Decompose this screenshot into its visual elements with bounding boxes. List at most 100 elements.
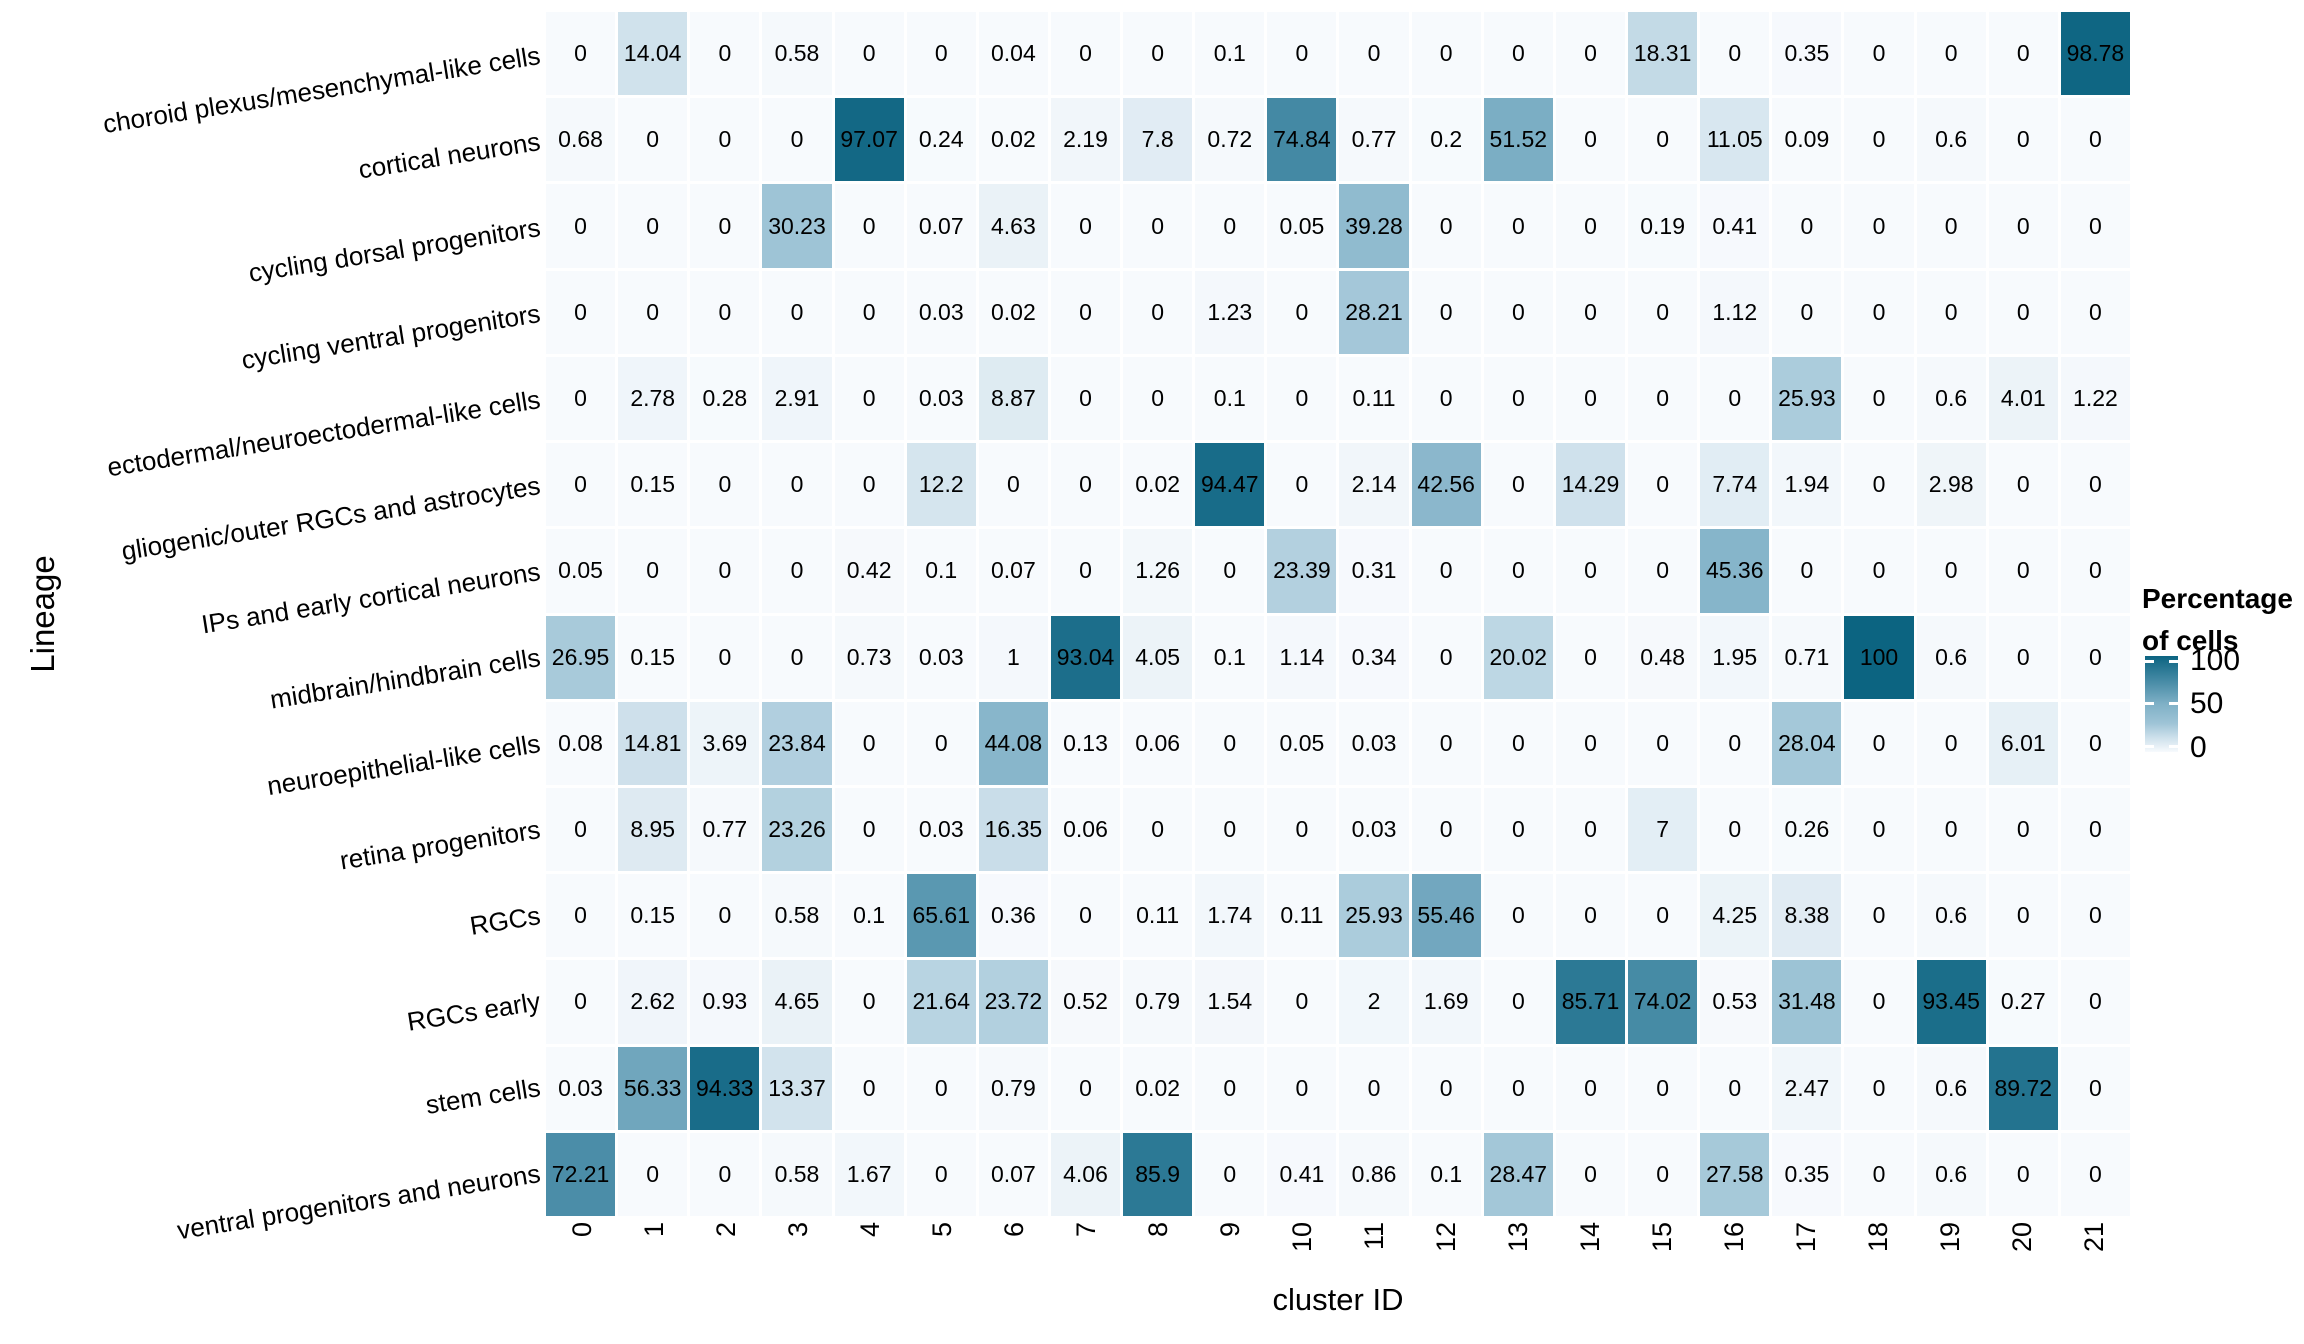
heatmap-cell: 0 [1411,701,1481,785]
legend-tick-mark [2169,745,2178,748]
legend-title: Percentage of cells [2142,578,2293,662]
heatmap-cell: 0 [618,184,688,268]
heatmap-cell: 55.46 [1411,874,1481,958]
heatmap-cell: 0.35 [1772,1132,1842,1216]
heatmap-cell: 0.02 [1123,1046,1193,1130]
heatmap-cell: 0 [1844,960,1914,1044]
legend-colorbar [2145,656,2178,752]
heatmap-cell: 0 [1555,1046,1626,1130]
heatmap-cell: 0 [1411,184,1481,268]
heatmap-cell: 0 [1267,787,1337,872]
y-axis-label: ventral progenitors and neurons [175,1158,543,1246]
heatmap-cell: 0 [2060,98,2130,182]
heatmap-cell: 0.93 [690,960,760,1044]
heatmap-cell: 0 [1844,443,1914,527]
heatmap-cell: 0 [1628,98,1698,182]
heatmap-cell: 0.6 [1916,1132,1986,1216]
heatmap-cell: 1.67 [834,1132,904,1216]
x-axis-label: 1 [639,1222,669,1238]
heatmap-cell: 89.72 [1988,1046,2058,1130]
heatmap-cell: 0 [690,529,760,613]
heatmap-cell: 0.06 [1123,701,1193,785]
legend-label-50: 50 [2190,687,2224,720]
heatmap-cell: 0 [906,701,976,785]
heatmap-cell: 93.45 [1916,960,1986,1044]
legend-tick-mark [2169,702,2178,705]
x-axis-label: 16 [1719,1222,1749,1253]
heatmap-cell: 85.71 [1555,960,1626,1044]
heatmap-cell: 0 [1555,615,1626,699]
heatmap-cell: 0.03 [1339,701,1409,785]
heatmap-cell: 7.8 [1123,98,1193,182]
heatmap-cell: 0.58 [762,874,832,958]
heatmap-cell: 0 [2060,615,2130,699]
heatmap-cell: 0 [2060,184,2130,268]
heatmap-cell: 0.15 [618,874,688,958]
heatmap-cell: 0.06 [1050,787,1121,872]
heatmap-cell: 0 [1844,356,1914,441]
heatmap-cell: 0.15 [618,615,688,699]
heatmap-cell: 0 [690,443,760,527]
heatmap-cell: 1.69 [1411,960,1481,1044]
heatmap-cell: 0 [1123,184,1193,268]
heatmap-cell: 14.81 [618,701,688,785]
heatmap-cell: 0 [1555,356,1626,441]
heatmap-cell: 0 [1628,1046,1698,1130]
heatmap-cell: 0.79 [1123,960,1193,1044]
heatmap-cell: 0.04 [978,12,1048,96]
heatmap-cell: 0 [1844,270,1914,354]
heatmap-cell: 0 [2060,1132,2130,1216]
heatmap-cell: 0.73 [834,615,904,699]
heatmap-cell: 0 [1555,98,1626,182]
heatmap-cell: 0 [1988,1132,2058,1216]
heatmap-cell: 0 [546,874,616,958]
heatmap-cell: 42.56 [1411,443,1481,527]
legend-title-line2: of cells [2142,625,2239,656]
heatmap-cell: 0.86 [1339,1132,1409,1216]
heatmap-cell: 0 [1844,98,1914,182]
heatmap-cell: 0 [2060,443,2130,527]
heatmap-cell: 2 [1339,960,1409,1044]
heatmap-cell: 0 [1411,12,1481,96]
heatmap-cell: 18.31 [1628,12,1698,96]
heatmap-cell: 0.53 [1700,960,1770,1044]
heatmap-cell: 3.69 [690,701,760,785]
legend-tick-mark [2145,702,2154,705]
heatmap-cell: 0 [1050,12,1121,96]
x-axis-label: 20 [2007,1222,2037,1253]
x-axis-label: 17 [1791,1222,1821,1253]
heatmap-cell: 0 [690,615,760,699]
heatmap-cell: 0.48 [1628,615,1698,699]
y-axis-label: cycling ventral progenitors [239,298,543,376]
heatmap-cell: 0 [762,529,832,613]
heatmap-cell: 23.72 [978,960,1048,1044]
heatmap-cell: 0 [1988,98,2058,182]
x-axis-label: 11 [1359,1222,1389,1251]
heatmap-cell: 2.47 [1772,1046,1842,1130]
heatmap-cell: 0 [1916,701,1986,785]
heatmap-cell: 0 [1195,701,1265,785]
heatmap-cell: 0 [1988,874,2058,958]
x-axis-title: cluster ID [1272,1282,1404,1317]
heatmap-cell: 0 [2060,1046,2130,1130]
heatmap-cell: 0 [1844,874,1914,958]
legend-title-line1: Percentage [2142,583,2293,614]
heatmap-cell: 0 [1700,356,1770,441]
heatmap-cell: 0 [1772,270,1842,354]
x-axis-label: 18 [1863,1222,1893,1253]
heatmap-cell: 0 [1700,701,1770,785]
heatmap-cell: 72.21 [546,1132,616,1216]
x-axis-label: 7 [1071,1222,1101,1238]
heatmap-cell: 0 [1267,270,1337,354]
heatmap-cell: 0.11 [1267,874,1337,958]
heatmap-grid: 0 14.04 0 0.58 0 0 0.04 0 0 0.1 0 0 0 0 0 18.31 0 0.35 0 0 0… [546,12,2130,1216]
heatmap-cell: 0 [2060,874,2130,958]
heatmap-cell: 0 [834,12,904,96]
heatmap-cell: 0 [1555,184,1626,268]
heatmap-cell: 0 [1050,270,1121,354]
x-axis-label: 15 [1647,1222,1677,1253]
heatmap-cell: 8.38 [1772,874,1842,958]
heatmap-cell: 0 [618,98,688,182]
heatmap-cell: 0 [1772,529,1842,613]
heatmap-cell: 23.26 [762,787,832,872]
